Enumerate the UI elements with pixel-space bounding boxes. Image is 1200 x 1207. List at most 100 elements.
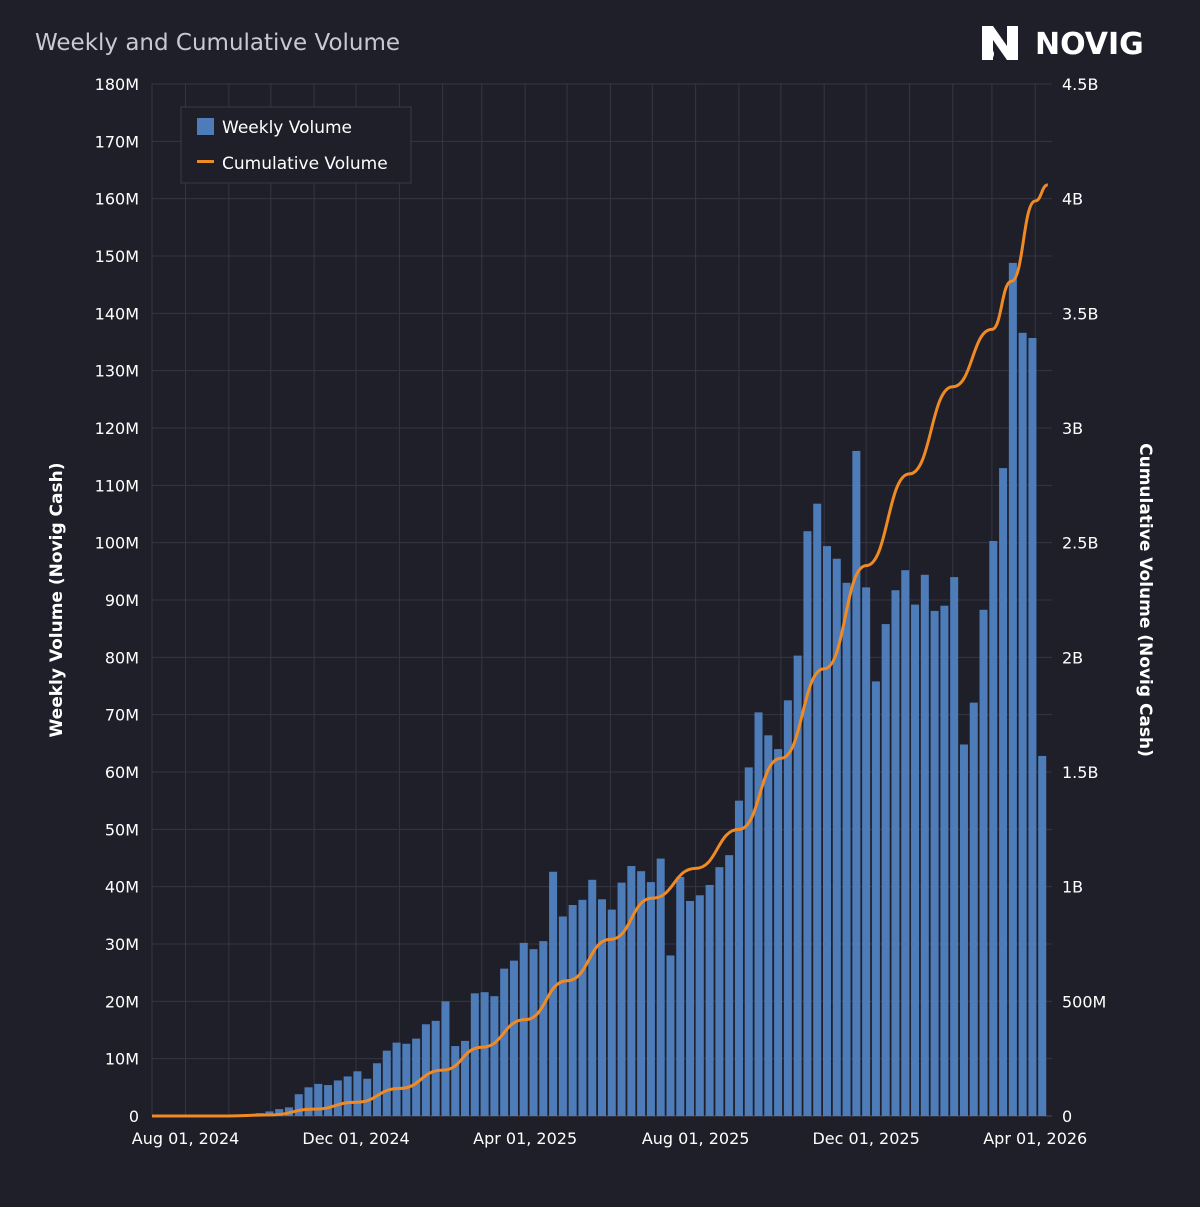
y-tick-label: 70M [105, 706, 139, 725]
weekly-bar [725, 855, 734, 1116]
weekly-bar [363, 1078, 372, 1116]
weekly-bar [695, 895, 704, 1116]
weekly-bar [842, 582, 851, 1116]
legend-label-weekly: Weekly Volume [222, 118, 352, 138]
weekly-bar [470, 993, 479, 1116]
weekly-bar [822, 546, 832, 1116]
weekly-bar [930, 610, 939, 1116]
weekly-bar [774, 749, 783, 1116]
weekly-bar [578, 899, 587, 1116]
y2-tick-label: 4B [1062, 190, 1083, 209]
y2-tick-label: 2.5B [1062, 534, 1098, 553]
y-tick-label: 40M [105, 878, 139, 897]
x-tick-label: Apr 01, 2025 [473, 1129, 577, 1148]
weekly-bar [686, 901, 695, 1116]
weekly-bar [871, 681, 880, 1116]
weekly-bar [862, 587, 871, 1116]
weekly-bar [412, 1038, 421, 1116]
weekly-bar [734, 800, 743, 1116]
legend-label-cumulative: Cumulative Volume [222, 154, 388, 174]
weekly-bar [568, 905, 577, 1116]
weekly-bar [353, 1071, 362, 1116]
weekly-bar [402, 1043, 411, 1116]
weekly-bar [783, 700, 792, 1116]
chart-title: Weekly and Cumulative Volume [35, 30, 400, 56]
right-axis-tick-labels: 0 500M 1B 1.5B 2B 2.5B 3B 3.5B 4B 4.5B [1062, 75, 1106, 1126]
weekly-bar [1028, 337, 1037, 1116]
y-tick-label: 30M [105, 935, 139, 954]
weekly-bar [558, 916, 567, 1116]
y2-tick-label: 1.5B [1062, 763, 1098, 782]
weekly-bar [637, 871, 646, 1116]
weekly-bar [627, 866, 636, 1116]
weekly-bar [588, 879, 597, 1116]
y-tick-label: 140M [95, 304, 139, 323]
y-tick-label: 120M [95, 419, 139, 438]
weekly-bar [999, 468, 1008, 1116]
weekly-bar [891, 590, 900, 1116]
y2-tick-label: 3.5B [1062, 304, 1098, 323]
weekly-bar [1018, 332, 1027, 1117]
y-tick-label: 160M [95, 190, 139, 209]
y-tick-label: 50M [105, 820, 139, 839]
weekly-bar [275, 1109, 284, 1116]
y2-axis-title: Cumulative Volume (Novig Cash) [1135, 443, 1155, 757]
weekly-bar [803, 531, 812, 1116]
y-tick-label: 80M [105, 648, 139, 667]
x-tick-label: Apr 01, 2026 [983, 1129, 1087, 1148]
y-tick-label: 0 [129, 1107, 139, 1126]
weekly-bar [832, 558, 841, 1116]
y2-tick-label: 2B [1062, 648, 1083, 667]
y-axis-title: Weekly Volume (Novig Cash) [47, 463, 67, 738]
y-tick-label: 100M [95, 534, 139, 553]
weekly-bar [451, 1046, 460, 1116]
left-axis-tick-labels: 0 10M 20M 30M 40M 50M 60M 70M 80M 90M 100M 110M 120M… [95, 75, 139, 1126]
weekly-bar [852, 450, 861, 1116]
x-tick-label: Dec 01, 2024 [302, 1129, 409, 1148]
weekly-bar [764, 735, 773, 1116]
weekly-bar [911, 604, 920, 1116]
weekly-bar [509, 960, 518, 1116]
y-tick-label: 10M [105, 1050, 139, 1069]
weekly-bar [754, 712, 763, 1116]
weekly-bar [617, 882, 626, 1116]
weekly-bar [461, 1040, 470, 1116]
weekly-bar [959, 744, 968, 1116]
weekly-bar [705, 884, 714, 1116]
weekly-bar [597, 899, 607, 1116]
weekly-bar [500, 968, 509, 1116]
weekly-bar [304, 1087, 313, 1116]
weekly-bar [901, 570, 910, 1116]
weekly-bar [294, 1094, 303, 1116]
weekly-bar [969, 702, 978, 1116]
weekly-bar [1038, 755, 1047, 1116]
weekly-bar [333, 1080, 342, 1116]
weekly-bar [881, 624, 890, 1116]
legend: Weekly Volume Cumulative Volume [180, 106, 412, 184]
weekly-bar [343, 1076, 352, 1116]
legend-swatch-cumulative [197, 160, 214, 163]
weekly-bar [676, 876, 685, 1116]
x-tick-label: Aug 01, 2025 [642, 1129, 750, 1148]
weekly-volume-bars [226, 262, 1047, 1117]
y2-tick-label: 0 [1062, 1107, 1072, 1126]
weekly-bar [392, 1042, 401, 1116]
cumulative-volume-line [152, 183, 1049, 1118]
weekly-bar [549, 871, 558, 1116]
weekly-bar [646, 882, 655, 1116]
x-axis-tick-labels: Aug 01, 2024 Dec 01, 2024 Apr 01, 2025 Aug … [132, 1129, 1087, 1148]
y-tick-label: 90M [105, 591, 139, 610]
weekly-bar [431, 1020, 440, 1116]
y-tick-label: 20M [105, 992, 139, 1011]
weekly-bar [382, 1050, 391, 1116]
weekly-bar [744, 767, 753, 1116]
y2-tick-label: 1B [1062, 878, 1083, 897]
novig-logo-icon [982, 26, 1018, 60]
weekly-bar [519, 942, 528, 1116]
weekly-bar [490, 996, 499, 1116]
y-tick-label: 130M [95, 362, 139, 381]
weekly-bar [979, 609, 988, 1116]
weekly-bar [715, 867, 724, 1116]
y-tick-label: 60M [105, 763, 139, 782]
